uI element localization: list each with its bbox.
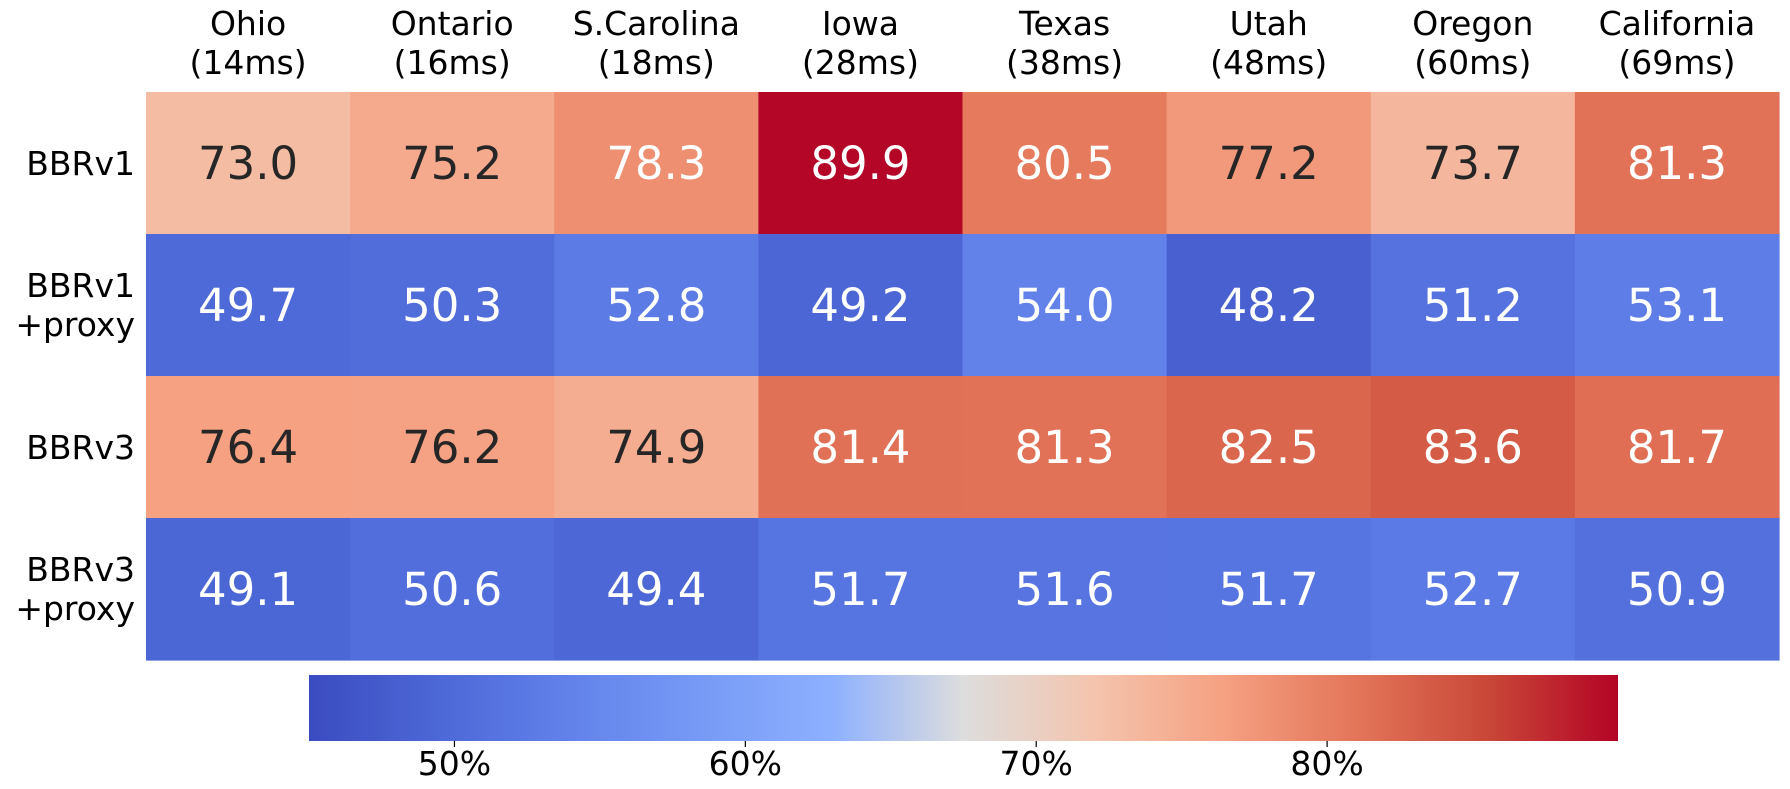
- row-label: +proxy: [15, 589, 135, 628]
- column-label-rtt: (16ms): [394, 43, 511, 82]
- cell-value-label: 81.3: [1014, 421, 1114, 474]
- column-label-rtt: (38ms): [1006, 43, 1123, 82]
- cell-value-label: 73.7: [1423, 137, 1523, 190]
- heatmap-cell: [554, 518, 759, 661]
- cell-value-label: 50.3: [402, 279, 502, 332]
- cell-value-label: 51.6: [1014, 563, 1114, 616]
- heatmap-cell: [350, 234, 555, 377]
- colorbar: [309, 675, 1618, 741]
- heatmap-cell: [350, 92, 555, 235]
- cell-value-label: 49.4: [606, 563, 706, 616]
- cell-value-label: 77.2: [1219, 137, 1319, 190]
- cell-value-label: 73.0: [198, 137, 298, 190]
- heatmap-cell: [554, 92, 759, 235]
- colorbar-tick-label: 50%: [418, 744, 491, 783]
- heatmap-cell: [1166, 234, 1372, 377]
- cell-value-label: 51.2: [1423, 279, 1523, 332]
- cell-value-label: 83.6: [1423, 421, 1523, 474]
- heatmap-cell: [1574, 92, 1780, 235]
- cell-value-label: 49.7: [198, 279, 298, 332]
- heatmap-cell: [1166, 92, 1372, 235]
- cell-value-label: 54.0: [1014, 279, 1114, 332]
- row-label: BBRv1: [26, 144, 135, 183]
- row-label: BBRv3: [26, 428, 135, 467]
- cell-value-label: 51.7: [810, 563, 910, 616]
- row-label: +proxy: [15, 305, 135, 344]
- heatmap-cell: [758, 376, 964, 519]
- column-label-rtt: (18ms): [598, 43, 715, 82]
- heatmap-cell: [758, 92, 964, 235]
- cell-value-label: 76.2: [402, 421, 502, 474]
- cell-value-label: 78.3: [606, 137, 706, 190]
- heatmap-cell: [1574, 234, 1780, 377]
- cell-value-label: 80.5: [1014, 137, 1114, 190]
- heatmap-cell: [962, 376, 1168, 519]
- cell-value-label: 81.4: [810, 421, 910, 474]
- cell-value-label: 52.8: [606, 279, 706, 332]
- heatmap-cell: [962, 234, 1168, 377]
- cell-value-label: 52.7: [1423, 563, 1523, 616]
- cell-value-label: 74.9: [606, 421, 706, 474]
- cell-value-label: 48.2: [1219, 279, 1319, 332]
- cell-value-label: 81.7: [1627, 421, 1727, 474]
- heatmap-cell: [146, 376, 351, 519]
- column-label-name: S.Carolina: [573, 4, 740, 43]
- heatmap-cell: [146, 92, 351, 235]
- column-label-name: Oregon: [1412, 4, 1533, 43]
- colorbar-tick-label: 70%: [1000, 744, 1073, 783]
- heatmap-cell: [1370, 518, 1576, 661]
- cell-value-label: 51.7: [1219, 563, 1319, 616]
- column-label-rtt: (14ms): [190, 43, 307, 82]
- row-label: BBRv1: [26, 266, 135, 305]
- cell-value-label: 53.1: [1627, 279, 1727, 332]
- heatmap-cell: [146, 234, 351, 377]
- cell-value-label: 81.3: [1627, 137, 1727, 190]
- column-label-rtt: (60ms): [1414, 43, 1531, 82]
- heatmap-cell: [758, 518, 964, 661]
- column-label-name: California: [1599, 4, 1756, 43]
- heatmap-cell: [962, 518, 1168, 661]
- cell-value-label: 89.9: [810, 137, 910, 190]
- cell-value-label: 75.2: [402, 137, 502, 190]
- heatmap-cell: [1370, 376, 1576, 519]
- heatmap-cell: [146, 518, 351, 661]
- cell-value-label: 50.6: [402, 563, 502, 616]
- heatmap-cell: [1166, 518, 1372, 661]
- heatmap-cell: [554, 234, 759, 377]
- cell-value-label: 82.5: [1219, 421, 1319, 474]
- column-label-rtt: (48ms): [1210, 43, 1327, 82]
- heatmap-cell: [1166, 376, 1372, 519]
- column-label-name: Iowa: [822, 4, 899, 43]
- column-label-name: Ontario: [391, 4, 514, 43]
- column-label-name: Ohio: [210, 4, 286, 43]
- colorbar-tick-label: 80%: [1290, 744, 1363, 783]
- heatmap-cell: [1370, 234, 1576, 377]
- cell-value-label: 50.9: [1627, 563, 1727, 616]
- column-label-name: Texas: [1018, 4, 1110, 43]
- heatmap-cell: [1574, 376, 1780, 519]
- heatmap-cell: [350, 518, 555, 661]
- colorbar-tick-label: 60%: [709, 744, 782, 783]
- cell-value-label: 76.4: [198, 421, 298, 474]
- heatmap-cell: [758, 234, 964, 377]
- heatmap-cell: [554, 376, 759, 519]
- heatmap-cell: [1370, 92, 1576, 235]
- cell-value-label: 49.2: [810, 279, 910, 332]
- column-label-name: Utah: [1230, 4, 1308, 43]
- column-label-rtt: (69ms): [1618, 43, 1735, 82]
- heatmap-cell: [962, 92, 1168, 235]
- column-label-rtt: (28ms): [802, 43, 919, 82]
- heatmap-cell: [1574, 518, 1780, 661]
- heatmap-cell: [350, 376, 555, 519]
- row-label: BBRv3: [26, 550, 135, 589]
- cell-value-label: 49.1: [198, 563, 298, 616]
